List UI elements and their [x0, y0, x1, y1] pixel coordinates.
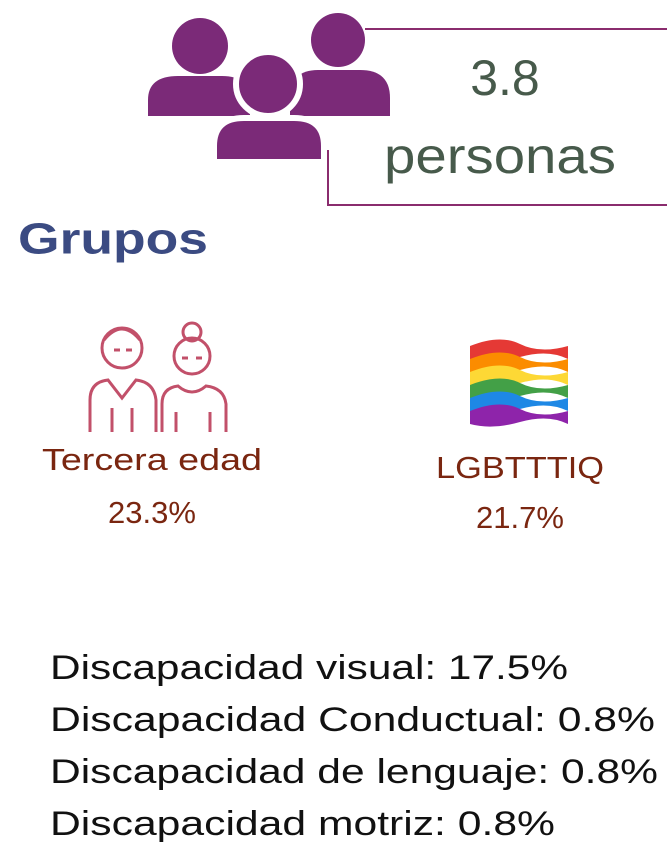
household-value: 3.8	[470, 50, 540, 106]
disability-item: Discapacidad Conductual: 0.8%	[50, 701, 655, 739]
household-unit: personas	[384, 128, 616, 184]
section-title: Grupos	[18, 215, 208, 264]
disability-item: Discapacidad motriz: 0.8%	[50, 805, 555, 843]
group-value: 23.3%	[108, 495, 196, 530]
group-value: 21.7%	[476, 500, 564, 535]
people-icon	[148, 13, 390, 165]
group-label: Tercera edad	[42, 442, 262, 477]
group-label: LGBTTTIQ	[436, 450, 604, 485]
value-box	[327, 28, 667, 206]
elderly-icon	[88, 321, 228, 432]
disability-item: Discapacidad visual: 17.5%	[50, 649, 568, 687]
rainbow-flag	[470, 339, 568, 427]
disability-item: Discapacidad de lenguaje: 0.8%	[50, 753, 658, 791]
